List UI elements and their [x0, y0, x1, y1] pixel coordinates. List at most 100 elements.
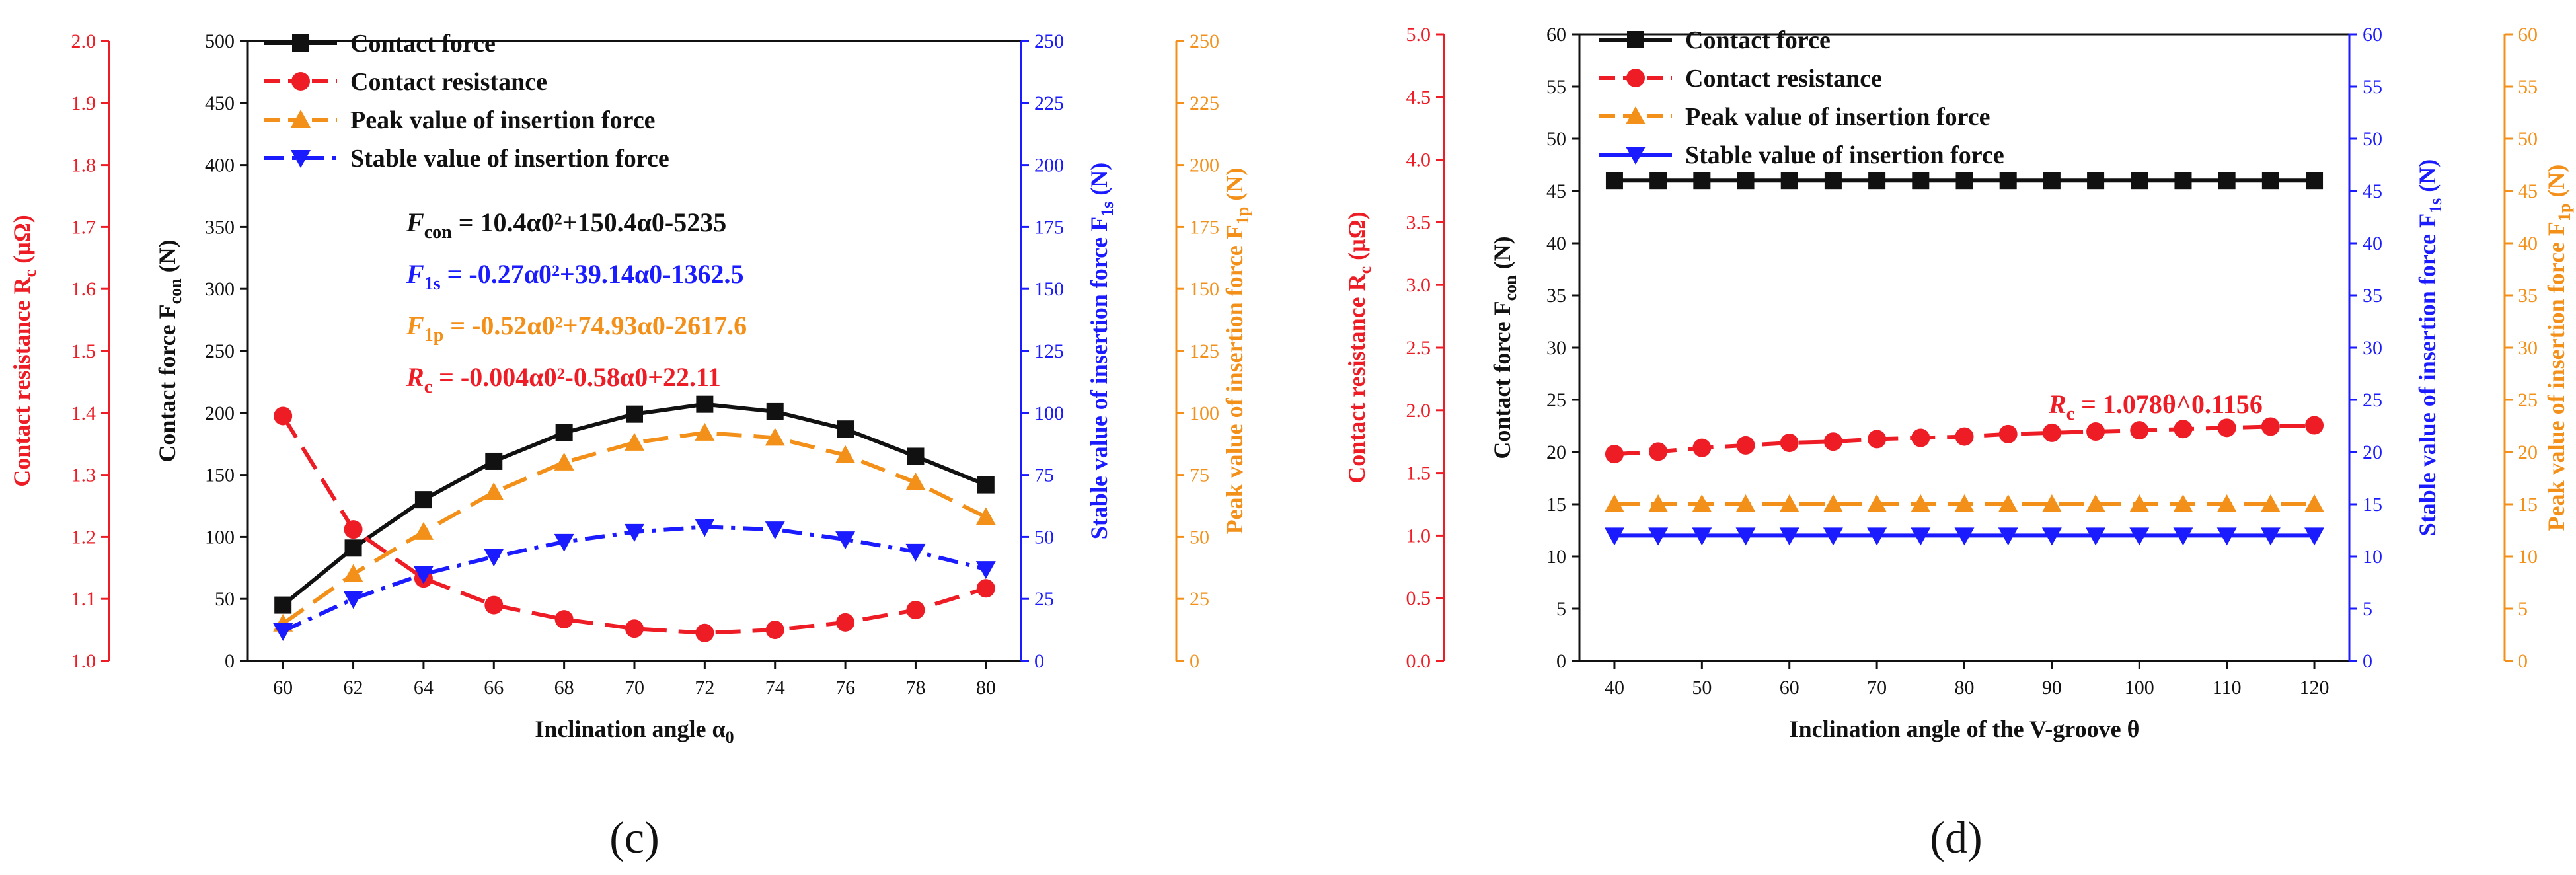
p-axis-tick-label: 55 — [2518, 76, 2538, 98]
p-axis-tick-label: 25 — [2518, 389, 2538, 411]
con-axis-label-text: Contact force F — [1489, 301, 1515, 459]
x-tick-label: 120 — [2300, 677, 2330, 699]
x-tick-label: 110 — [2213, 677, 2242, 699]
data-point — [1780, 172, 1798, 190]
data-point — [2043, 172, 2061, 190]
fit-equation: F1p = -0.52α0²+74.93α0-2617.6 — [406, 311, 747, 346]
con-axis-tick-label: 55 — [1546, 76, 1566, 98]
con-axis-label-text: Contact force F — [154, 304, 180, 462]
panel-label: (c) — [609, 812, 659, 862]
equation-lhs-sub: 1p — [424, 325, 444, 346]
data-point — [2173, 494, 2193, 512]
fit-equation: Rc = -0.004α0²-0.58α0+22.11 — [406, 362, 721, 397]
s-axis-tick-label: 40 — [2363, 233, 2382, 254]
legend-marker — [291, 150, 311, 168]
con-axis-tick-label: 450 — [205, 93, 235, 114]
data-point — [414, 491, 432, 509]
data-point — [2174, 420, 2193, 439]
equation-rhs: = -0.27α0²+39.14α0-1362.5 — [441, 259, 744, 289]
rc-axis-tick-label: 1.2 — [71, 526, 96, 548]
series-line — [281, 414, 987, 635]
legend-marker — [291, 72, 310, 91]
data-point — [1604, 494, 1624, 512]
s-axis-tick-label: 45 — [2363, 180, 2382, 202]
data-point — [2306, 172, 2324, 190]
p-axis-tick-label: 60 — [2518, 24, 2538, 46]
data-point — [765, 621, 784, 640]
con-axis-label-tail: (N) — [1489, 236, 1515, 275]
data-point — [1998, 424, 2018, 443]
data-point — [766, 402, 784, 420]
con-axis-tick-label: 400 — [205, 155, 235, 176]
data-point — [835, 531, 856, 550]
data-point — [975, 561, 996, 580]
series-contact-resistance — [274, 406, 995, 642]
data-point — [344, 539, 362, 557]
s-axis-tick-label: 175 — [1034, 216, 1064, 238]
p-axis-tick-label: 0 — [1190, 650, 1199, 672]
data-point — [2131, 172, 2148, 190]
equation-lhs: F — [406, 208, 424, 237]
x-tick-label: 70 — [625, 677, 644, 699]
p-axis-label-sub: 1p — [2555, 204, 2574, 221]
data-point — [1998, 527, 2018, 546]
p-axis-tick-label: 10 — [2518, 546, 2538, 568]
fit-equation: F1s = -0.27α0²+39.14α0-1362.5 — [406, 259, 743, 294]
rc-axis-tick-label: 3.0 — [1406, 274, 1431, 296]
equation-lhs: R — [2048, 389, 2066, 419]
s-axis-tick-label: 30 — [2363, 337, 2382, 359]
con-axis-tick-label: 100 — [205, 526, 235, 548]
series-peak-value-of-insertion-force — [273, 422, 996, 632]
con-axis-label: Contact force Fcon (N) — [154, 239, 185, 462]
p-axis-tick-label: 125 — [1190, 340, 1219, 362]
p-axis-tick-label: 200 — [1190, 155, 1219, 176]
rc-axis-label-sub: c — [20, 270, 40, 278]
data-point — [1648, 527, 1669, 546]
legend-label: Peak value of insertion force — [350, 106, 656, 134]
rc-axis-tick-label: 1.7 — [71, 216, 96, 238]
p-axis-tick-label: 20 — [2518, 441, 2538, 463]
legend-marker — [292, 34, 309, 52]
data-point — [1911, 494, 1931, 512]
rc-axis-tick-label: 0.5 — [1406, 588, 1431, 609]
x-tick-label: 60 — [273, 677, 293, 699]
p-axis-tick-label: 150 — [1190, 278, 1219, 300]
x-axis-label: Inclination angle of the V-groove θ — [1790, 716, 2140, 742]
data-point — [696, 395, 714, 413]
rc-axis-label-tail: (µΩ) — [1344, 211, 1370, 266]
data-point — [1604, 527, 1624, 546]
data-point — [554, 533, 574, 552]
con-axis-label-sub: con — [166, 278, 185, 305]
series-contact-force — [274, 395, 995, 614]
data-point — [274, 596, 292, 614]
data-point — [2041, 527, 2062, 546]
equation-lhs: R — [406, 362, 424, 392]
rc-axis-tick-label: 3.5 — [1406, 211, 1431, 233]
data-point — [1735, 527, 1756, 546]
rc-axis-tick-label: 5.0 — [1406, 24, 1431, 46]
s-axis-tick-label: 50 — [1034, 526, 1054, 548]
s-axis-tick-label: 15 — [2363, 494, 2382, 515]
con-axis-tick-label: 350 — [205, 216, 235, 238]
x-axis-label-text: Inclination angle of the V-groove θ — [1790, 716, 2140, 742]
s-axis-label-text: Stable value of insertion force F — [2414, 213, 2441, 536]
data-point — [2086, 422, 2105, 441]
s-axis-tick-label: 60 — [2363, 24, 2382, 46]
data-point — [273, 623, 293, 641]
legend-label: Contact force — [1685, 26, 1831, 54]
data-point — [907, 447, 925, 465]
data-point — [2129, 494, 2150, 512]
equation-lhs: F — [406, 311, 424, 340]
s-axis-tick-label: 20 — [2363, 441, 2382, 463]
data-point — [1998, 494, 2018, 512]
p-axis-tick-label: 100 — [1190, 402, 1219, 424]
x-tick-label: 72 — [695, 677, 714, 699]
p-axis-tick-label: 75 — [1190, 465, 1209, 486]
s-axis-tick-label: 35 — [2363, 285, 2382, 307]
con-axis-label-sub: con — [1501, 275, 1520, 301]
data-point — [1911, 428, 1930, 447]
equation-rhs: = -0.52α0²+74.93α0-2617.6 — [443, 311, 747, 340]
data-point — [484, 482, 504, 500]
x-tick-label: 100 — [2125, 677, 2154, 699]
